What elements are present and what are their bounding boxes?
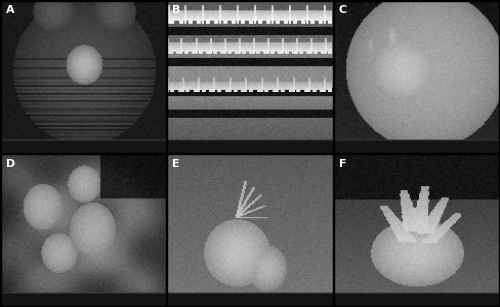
- Text: A: A: [6, 5, 14, 15]
- Text: D: D: [6, 158, 15, 169]
- Text: E: E: [172, 158, 180, 169]
- Text: B: B: [172, 5, 180, 15]
- Text: C: C: [338, 5, 346, 15]
- Text: F: F: [338, 158, 346, 169]
